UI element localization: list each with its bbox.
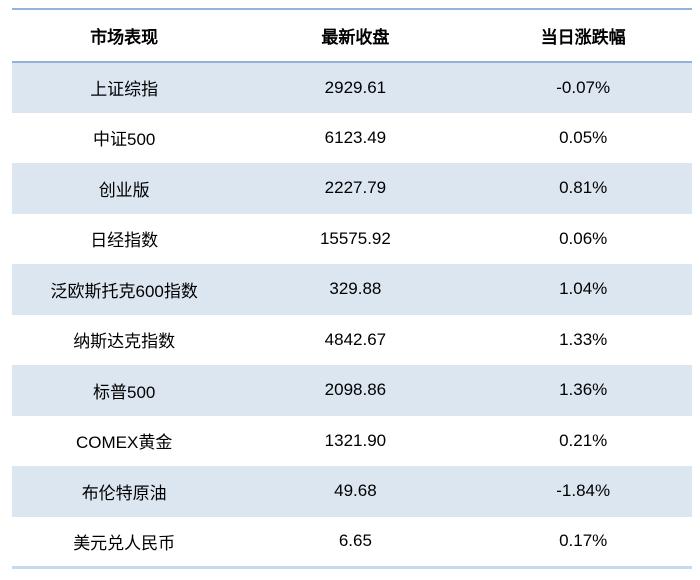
cell-daily-change: -0.07% <box>556 77 611 97</box>
table-row: 标普500 2098.86 1.36% <box>12 365 692 416</box>
cell-daily-change: -1.84% <box>556 481 611 501</box>
cell-latest-close: 1321.90 <box>324 430 387 450</box>
cell-market-name: 纳斯达克指数 <box>73 332 176 352</box>
market-performance-table: 市场表现 最新收盘 当日涨跌幅 上证综指 2929.61 -0.07% 中证500 61… <box>12 8 692 569</box>
cell-market-name: 美元兑人民币 <box>73 533 176 553</box>
cell-market-name: COMEX黄金 <box>76 433 173 453</box>
cell-latest-close: 329.88 <box>329 279 382 299</box>
column-header-change: 当日涨跌幅 <box>540 28 626 47</box>
table-row: 上证综指 2929.61 -0.07% <box>12 62 692 113</box>
table-row: 纳斯达克指数 4842.67 1.33% <box>12 314 692 365</box>
table-header: 市场表现 最新收盘 当日涨跌幅 <box>12 9 692 62</box>
cell-latest-close: 2227.79 <box>324 178 387 198</box>
table-row: 中证500 6123.49 0.05% <box>12 112 692 163</box>
cell-daily-change: 1.04% <box>559 279 608 299</box>
cell-market-name: 泛欧斯托克600指数 <box>50 281 198 301</box>
cell-market-name: 日经指数 <box>90 231 159 251</box>
cell-market-name: 布伦特原油 <box>81 483 167 503</box>
table-row: 布伦特原油 49.68 -1.84% <box>12 466 692 517</box>
cell-daily-change: 0.05% <box>559 127 608 147</box>
cell-latest-close: 6123.49 <box>324 127 387 147</box>
cell-latest-close: 49.68 <box>334 481 377 501</box>
column-header-close: 最新收盘 <box>321 28 390 47</box>
cell-daily-change: 0.81% <box>559 178 608 198</box>
cell-market-name: 中证500 <box>93 130 156 150</box>
table-row: 美元兑人民币 6.65 0.17% <box>12 516 692 567</box>
table-row: 泛欧斯托克600指数 329.88 1.04% <box>12 264 692 315</box>
cell-latest-close: 2098.86 <box>324 380 387 400</box>
cell-daily-change: 0.17% <box>559 531 608 550</box>
cell-daily-change: 1.36% <box>559 380 608 400</box>
table-body: 上证综指 2929.61 -0.07% 中证500 6123.49 0.05% 创业版 222… <box>12 62 692 567</box>
cell-daily-change: 0.21% <box>559 430 608 450</box>
cell-daily-change: 1.33% <box>559 329 608 349</box>
cell-latest-close: 2929.61 <box>324 77 387 97</box>
cell-market-name: 上证综指 <box>90 80 159 100</box>
cell-latest-close: 4842.67 <box>324 329 387 349</box>
cell-market-name: 标普500 <box>93 382 156 402</box>
header-row: 市场表现 最新收盘 当日涨跌幅 <box>12 9 692 62</box>
table-row: COMEX黄金 1321.90 0.21% <box>12 415 692 466</box>
column-header-market: 市场表现 <box>90 28 159 47</box>
cell-latest-close: 15575.92 <box>319 228 391 248</box>
cell-latest-close: 6.65 <box>338 531 372 550</box>
cell-market-name: 创业版 <box>98 180 150 200</box>
table-row: 创业版 2227.79 0.81% <box>12 163 692 214</box>
cell-daily-change: 0.06% <box>559 228 608 248</box>
table-row: 日经指数 15575.92 0.06% <box>12 213 692 264</box>
